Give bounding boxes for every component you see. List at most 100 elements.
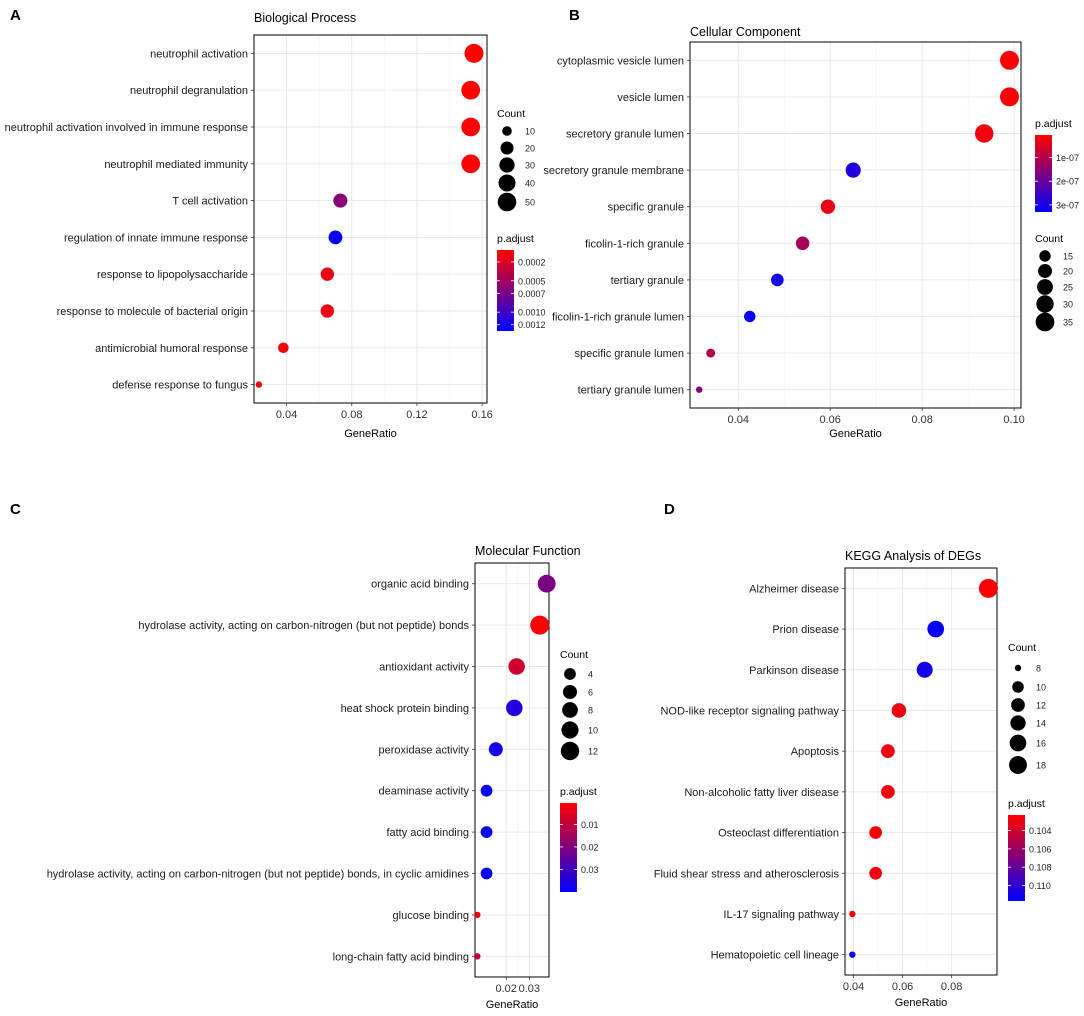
color-legend: p.adjust 0.01 0.02 0.03 <box>560 786 599 892</box>
size-legend-label: 4 <box>588 670 593 680</box>
x-axis-labels: 0.04 0.06 0.08 0.10 <box>728 408 1025 426</box>
size-legend-key <box>497 192 517 212</box>
color-legend-label: 0.0010 <box>518 308 546 318</box>
panel-title: KEGG Analysis of DEGs <box>845 549 981 563</box>
color-legend-bar <box>1008 815 1025 901</box>
size-legend-label: 14 <box>1036 719 1046 729</box>
data-point <box>461 154 481 174</box>
y-axis-labels: organic acid binding hydrolase activity, … <box>47 579 475 963</box>
x-tick-label: 0.08 <box>911 414 932 426</box>
plot-frame <box>253 34 488 404</box>
color-legend: p.adjust 1e-07 2e-07 3e-07 <box>1035 118 1079 212</box>
size-legend-label: 20 <box>1063 267 1073 277</box>
data-point <box>706 348 716 358</box>
y-tick-label: fatty acid binding <box>386 827 469 839</box>
y-tick-label: ficolin-1-rich granule <box>585 238 684 250</box>
size-legend-label: 35 <box>1063 318 1073 328</box>
x-tick-label: 0.04 <box>276 409 297 421</box>
size-legend-label: 15 <box>1063 252 1073 262</box>
panel-title: Cellular Component <box>690 25 801 39</box>
data-point <box>508 658 525 675</box>
data-point <box>320 267 335 281</box>
y-tick-label: Apoptosis <box>791 746 840 758</box>
size-legend-label: 6 <box>588 688 593 698</box>
y-tick-label: deaminase activity <box>379 786 470 798</box>
size-legend-label: 50 <box>525 198 535 208</box>
color-legend-bar <box>560 803 577 892</box>
data-point <box>916 661 933 678</box>
data-point <box>978 578 998 598</box>
data-point <box>869 826 882 839</box>
size-legend-label: 20 <box>525 144 535 154</box>
x-tick-label: 0.02 <box>496 983 517 995</box>
y-tick-label: hydrolase activity, acting on carbon-nit… <box>47 869 470 881</box>
data-point <box>695 386 703 393</box>
data-point <box>474 911 481 919</box>
x-tick-label: 0.06 <box>820 414 841 426</box>
size-legend-label: 30 <box>525 161 535 171</box>
color-legend-bar <box>1035 135 1052 212</box>
size-legend-label: 10 <box>1036 683 1046 693</box>
plot-frame <box>689 41 1022 409</box>
x-axis-labels: 0.02 0.03 <box>496 977 540 995</box>
y-tick-label: Prion disease <box>772 624 839 636</box>
x-tick-label: 0.08 <box>941 981 962 993</box>
data-point <box>820 199 836 214</box>
size-legend-key <box>502 126 512 136</box>
data-point <box>488 742 503 757</box>
color-legend-title: p.adjust <box>560 786 597 798</box>
data-points <box>849 578 998 958</box>
data-point <box>849 951 856 958</box>
color-legend: p.adjust 0.0002 0.0005 0.0007 0.0010 0.0012 <box>497 233 546 331</box>
y-tick-label: Alzheimer disease <box>749 583 839 595</box>
color-legend-label: 0.104 <box>1029 826 1052 836</box>
size-legend-key <box>1039 250 1051 262</box>
y-tick-label: organic acid binding <box>371 579 469 591</box>
color-legend-label: 0.0012 <box>518 320 546 330</box>
data-point <box>480 784 493 797</box>
x-tick-label: 0.06 <box>892 981 913 993</box>
color-legend-label: 0.106 <box>1029 844 1052 854</box>
data-point <box>328 230 343 245</box>
y-tick-label: T cell activation <box>172 196 248 208</box>
size-legend-key <box>562 702 578 718</box>
y-tick-label: Parkinson disease <box>749 665 839 677</box>
data-point <box>464 43 484 63</box>
color-legend-label: 0.0002 <box>518 257 546 267</box>
y-tick-label: cytoplasmic vesicle lumen <box>557 55 684 67</box>
color-legend-label: 0.02 <box>581 842 599 852</box>
size-legend-title: Count <box>497 108 525 120</box>
gridlines <box>254 35 487 403</box>
data-point <box>278 342 289 354</box>
size-legend-key <box>564 668 576 680</box>
data-point <box>974 124 994 143</box>
y-tick-label: glucose binding <box>393 910 469 922</box>
data-point <box>795 236 810 251</box>
x-tick-label: 0.16 <box>471 409 492 421</box>
panel-a: A Biological Process neutrophil activation… <box>5 7 546 440</box>
panel-title: Molecular Function <box>475 544 581 558</box>
size-legend-label: 8 <box>588 706 593 716</box>
size-legend-label: 25 <box>1063 283 1073 293</box>
y-tick-label: Fluid shear stress and atherosclerosis <box>654 868 840 880</box>
data-point <box>530 615 550 635</box>
y-tick-label: antimicrobial humoral response <box>95 343 248 355</box>
panel-letter: A <box>10 7 21 24</box>
data-point <box>506 699 523 717</box>
y-axis-labels: cytoplasmic vesicle lumen vesicle lumen se… <box>543 55 690 397</box>
x-tick-label: 0.08 <box>341 409 362 421</box>
panel-letter: D <box>664 501 675 518</box>
x-axis-title: GeneRatio <box>344 428 397 440</box>
data-point <box>744 310 756 323</box>
y-tick-label: secretory granule lumen <box>566 129 684 141</box>
size-legend-key <box>1036 295 1054 313</box>
color-legend-label: 0.0007 <box>518 289 546 299</box>
data-point <box>891 703 907 718</box>
data-point <box>881 785 895 799</box>
color-legend-label: 2e-07 <box>1056 177 1079 187</box>
y-axis-labels: neutrophil activation neutrophil degranul… <box>5 48 254 392</box>
data-point <box>845 162 861 178</box>
size-legend-title: Count <box>560 649 588 661</box>
color-legend-title: p.adjust <box>1035 118 1072 130</box>
